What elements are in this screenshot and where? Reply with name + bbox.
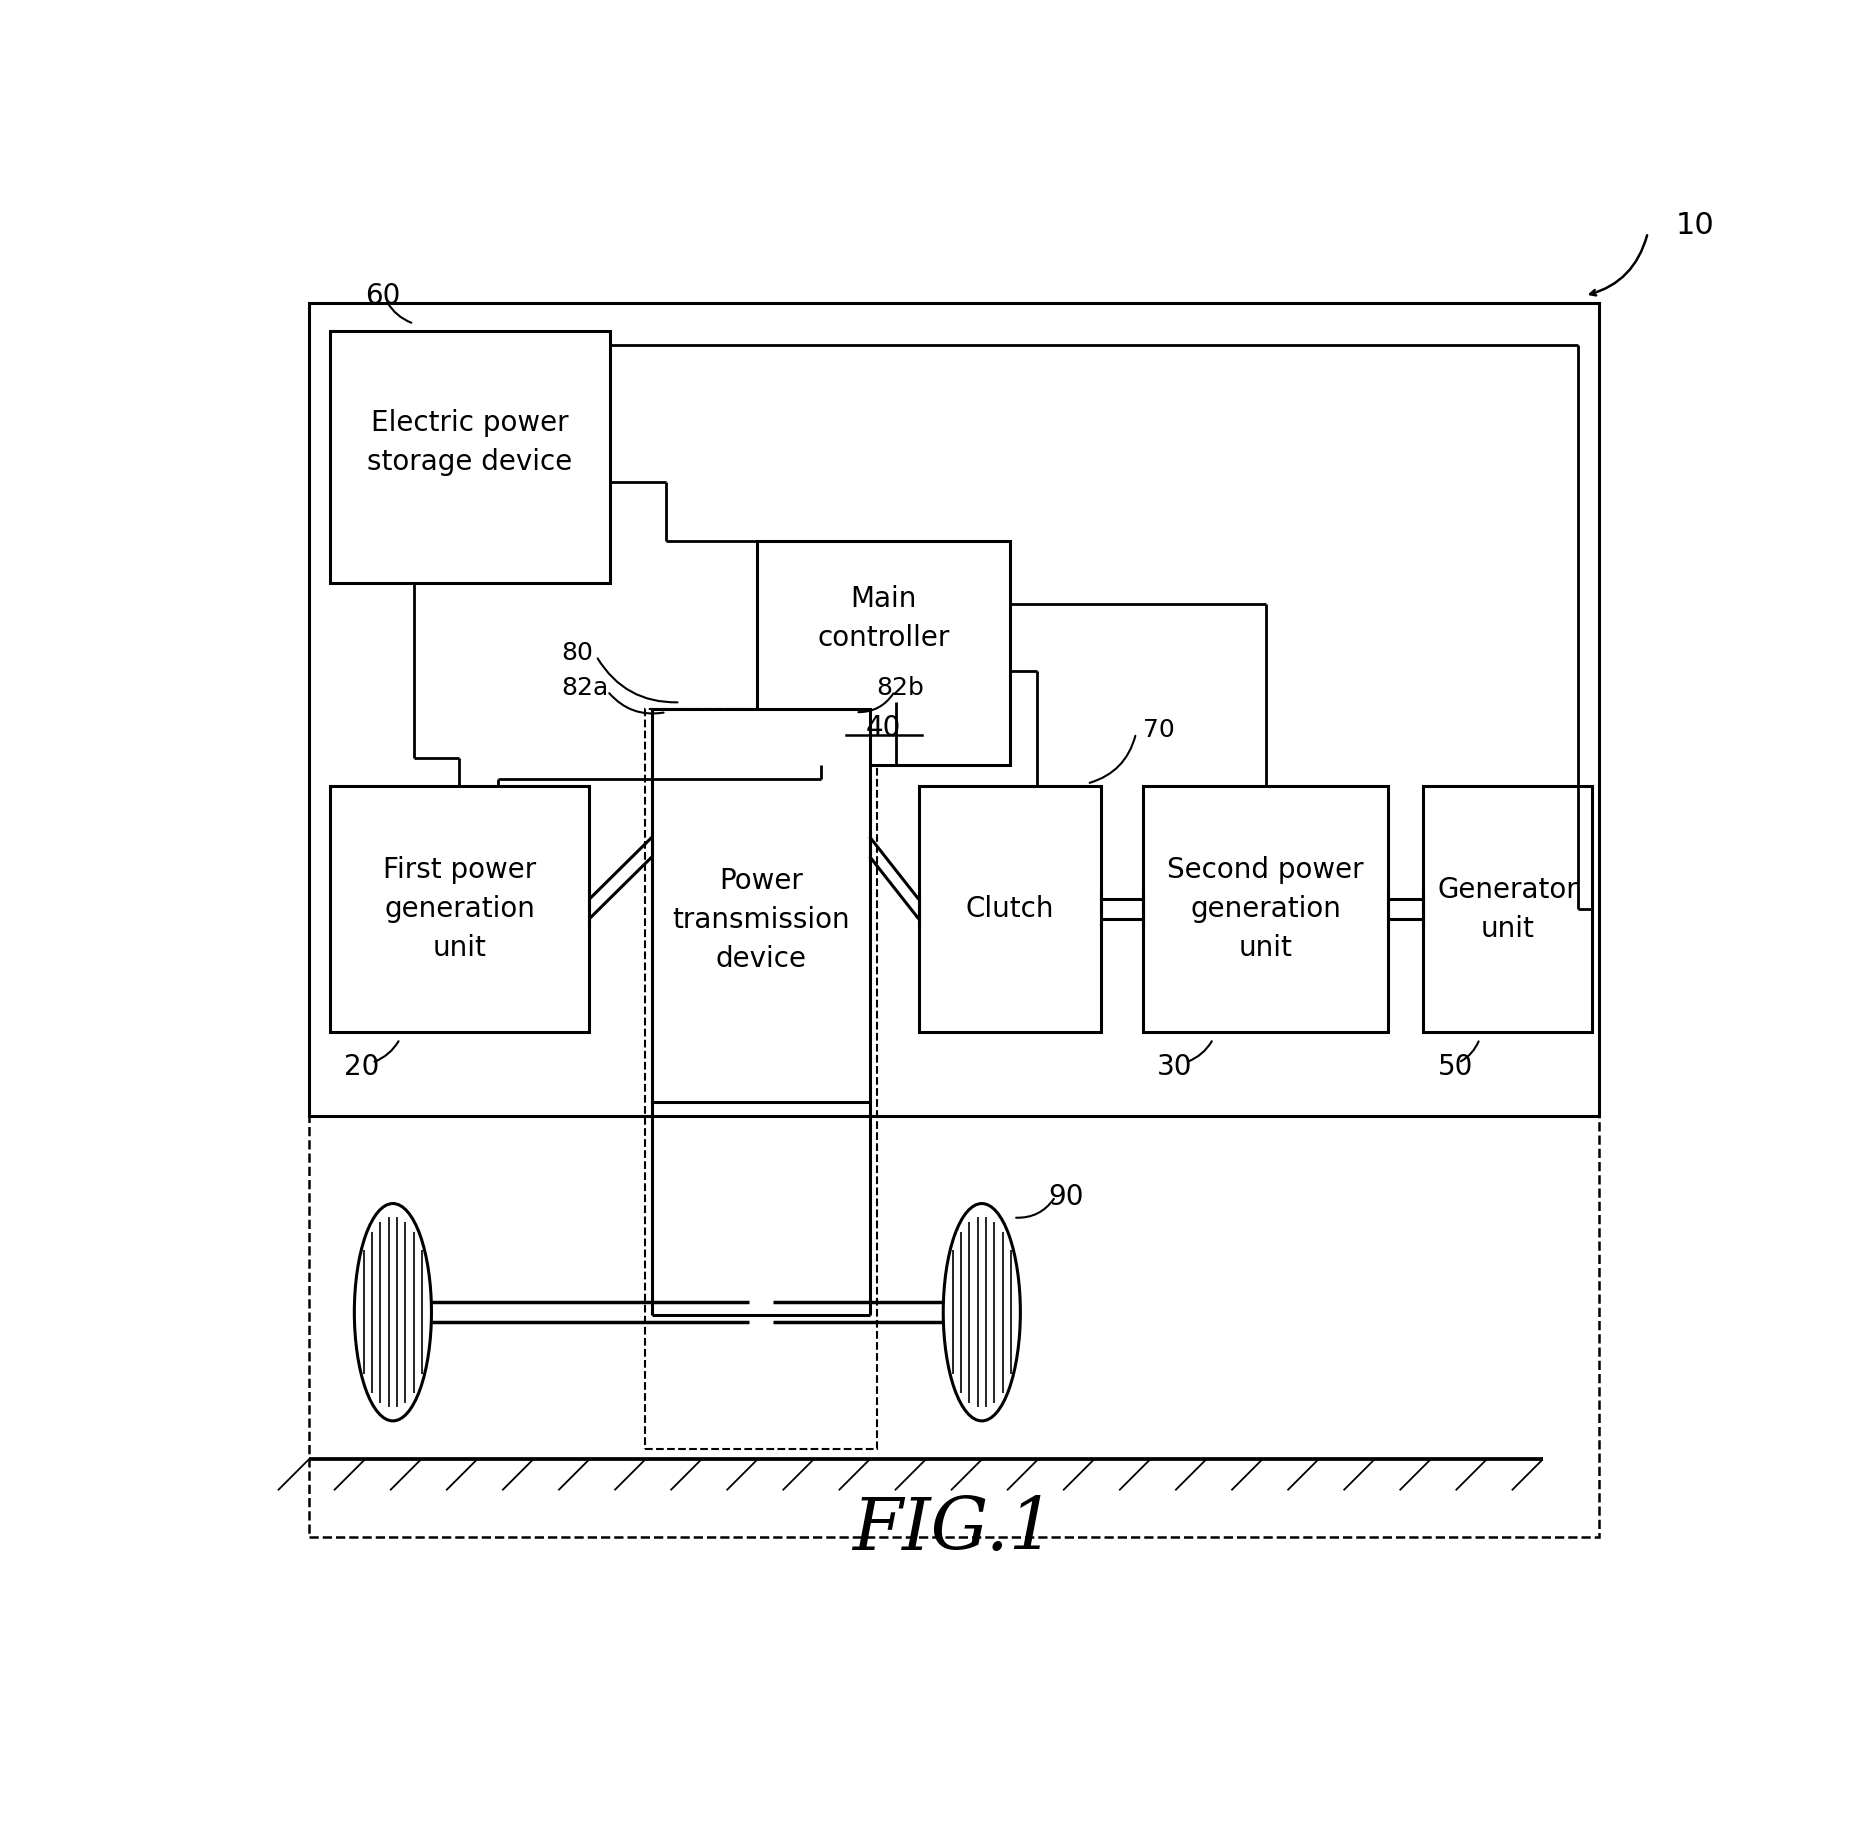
Text: 80: 80: [562, 641, 594, 665]
Bar: [309, 302, 1599, 1116]
Bar: [757, 541, 1011, 765]
Text: Power
transmission
device: Power transmission device: [672, 867, 850, 972]
Bar: [646, 710, 877, 1450]
Ellipse shape: [944, 1204, 1020, 1420]
Text: Second power
generation
unit: Second power generation unit: [1167, 856, 1364, 961]
Bar: [653, 710, 869, 1102]
Text: Clutch: Clutch: [966, 896, 1053, 923]
Text: Generator
unit: Generator unit: [1437, 876, 1578, 943]
Bar: [329, 331, 610, 583]
Bar: [919, 787, 1102, 1033]
Text: 82b: 82b: [877, 676, 925, 701]
Text: 10: 10: [1677, 211, 1714, 240]
Text: 50: 50: [1437, 1053, 1472, 1082]
Ellipse shape: [354, 1204, 432, 1420]
Text: 20: 20: [344, 1053, 380, 1082]
Text: 70: 70: [1143, 717, 1174, 743]
Bar: [1424, 787, 1591, 1033]
Text: 90: 90: [1048, 1182, 1083, 1211]
Text: Electric power
storage device: Electric power storage device: [367, 410, 573, 477]
Bar: [309, 302, 1599, 1537]
Text: 30: 30: [1158, 1053, 1193, 1082]
Text: First power
generation
unit: First power generation unit: [383, 856, 536, 961]
Bar: [1143, 787, 1388, 1033]
Text: 82a: 82a: [562, 676, 609, 701]
Text: FIG.1: FIG.1: [852, 1493, 1055, 1564]
Bar: [329, 787, 590, 1033]
Text: Main
controller: Main controller: [817, 585, 949, 652]
Text: 60: 60: [365, 282, 400, 310]
Text: 40: 40: [865, 714, 901, 741]
